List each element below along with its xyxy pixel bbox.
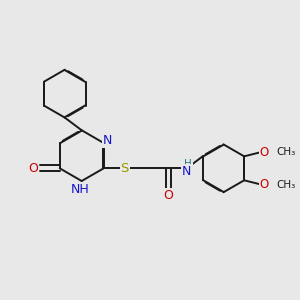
Text: CH₃: CH₃ — [277, 147, 296, 157]
Text: O: O — [260, 146, 269, 159]
Text: S: S — [121, 162, 129, 175]
Text: NH: NH — [71, 183, 90, 196]
Text: O: O — [28, 162, 38, 175]
Text: N: N — [103, 134, 112, 147]
Text: O: O — [164, 189, 173, 202]
Text: CH₃: CH₃ — [277, 179, 296, 190]
Text: H: H — [184, 159, 192, 169]
Text: N: N — [182, 165, 191, 178]
Text: O: O — [260, 178, 269, 191]
